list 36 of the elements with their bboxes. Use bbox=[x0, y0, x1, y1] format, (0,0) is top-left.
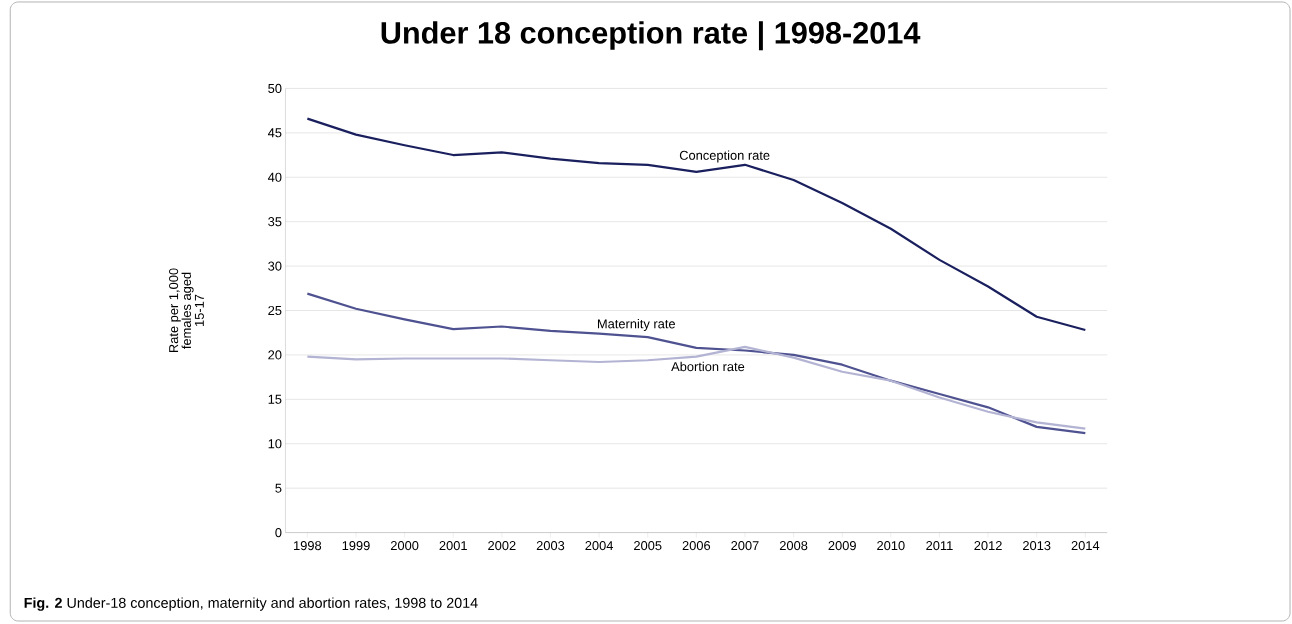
y-tick-label: 25 bbox=[268, 305, 282, 316]
x-tick-label: 2011 bbox=[926, 541, 953, 551]
x-tick-label: 2005 bbox=[634, 541, 662, 551]
x-tick-label: 2010 bbox=[877, 541, 905, 551]
x-tick-label: 2009 bbox=[828, 541, 856, 551]
y-tick-label: 15 bbox=[268, 394, 282, 404]
series-label: Maternity rate bbox=[597, 318, 676, 331]
y-tick-label: 50 bbox=[268, 83, 282, 93]
x-tick-label: 2004 bbox=[585, 541, 614, 551]
x-tick-label: 2001 bbox=[439, 541, 467, 551]
y-tick-label: 45 bbox=[267, 128, 282, 138]
x-tick-label: 2008 bbox=[779, 541, 808, 551]
x-tick-label: 2003 bbox=[536, 541, 565, 551]
x-tick-label: 1999 bbox=[342, 541, 370, 551]
series-label: Conception rate bbox=[679, 150, 770, 163]
line-series bbox=[306, 292, 1087, 435]
x-tick-label: 2000 bbox=[390, 541, 419, 551]
chart-title: Under 18 conception rate | 1998-2014 bbox=[381, 21, 921, 51]
y-tick-label: 0 bbox=[275, 528, 282, 538]
text: Fig. 2 Under-18 conception, maternity and abortion rates, 1998 to 2014 bbox=[24, 597, 478, 611]
line-series bbox=[306, 117, 1087, 332]
x-tick-label: 1998 bbox=[294, 541, 322, 551]
x-tick-label: 2007 bbox=[731, 541, 759, 551]
x-tick-label: 2013 bbox=[1023, 541, 1051, 551]
y-tick-label: 5 bbox=[275, 483, 282, 493]
y-axis-title: Rate per 1,000 females aged 15-17 bbox=[169, 268, 204, 353]
y-tick-label: 40 bbox=[267, 172, 282, 182]
y-tick-label: 30 bbox=[268, 261, 282, 271]
x-tick-label: 2012 bbox=[974, 541, 1002, 551]
y-tick-label: 10 bbox=[268, 439, 282, 449]
x-tick-label: 2006 bbox=[682, 541, 711, 551]
x-tick-label: 2002 bbox=[488, 541, 516, 551]
y-tick-label: 20 bbox=[268, 350, 282, 360]
y-tick-label: 35 bbox=[268, 217, 282, 227]
x-tick-label: 2014 bbox=[1071, 541, 1100, 551]
series-label: Abortion rate bbox=[671, 361, 745, 372]
